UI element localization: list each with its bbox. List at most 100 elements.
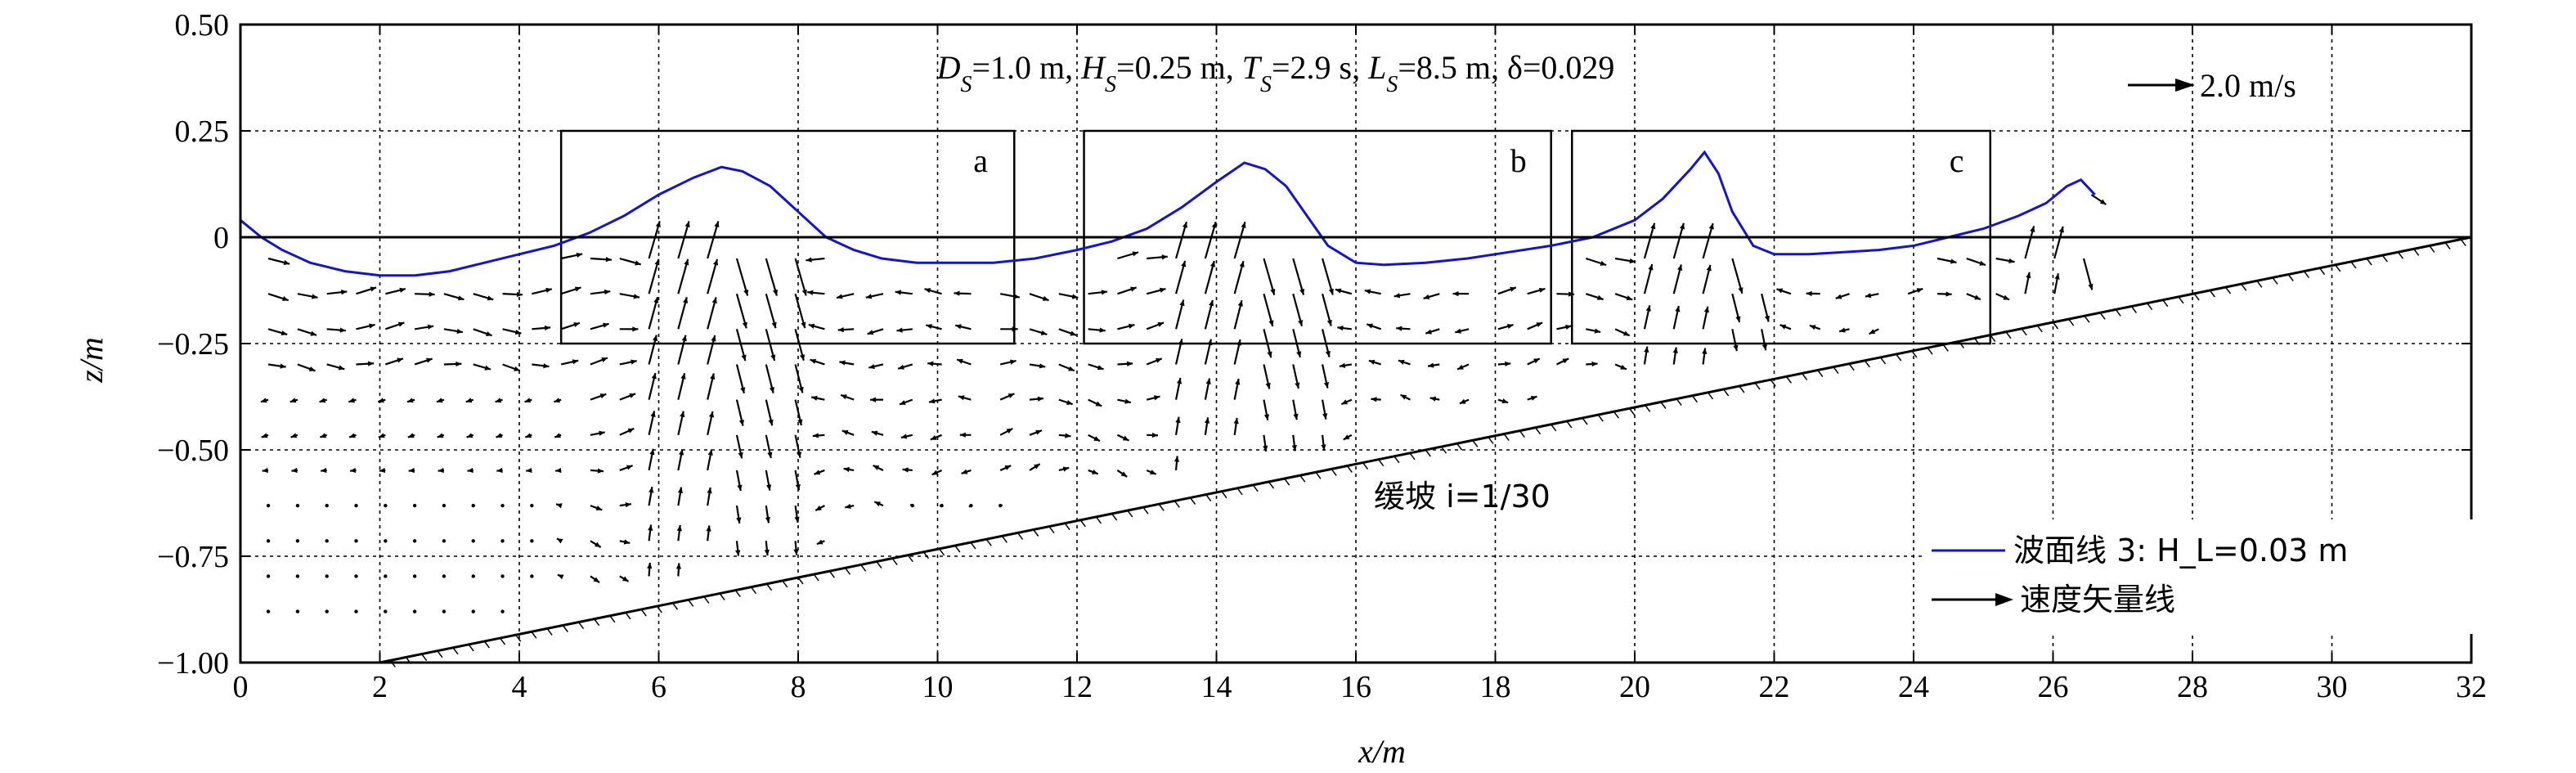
velocity-arrowhead bbox=[1295, 382, 1300, 389]
velocity-arrowhead bbox=[955, 324, 962, 330]
velocity-arrowhead bbox=[1629, 258, 1636, 264]
velocity-arrowhead bbox=[1423, 294, 1430, 299]
x-axis-title: x/m bbox=[1358, 733, 1406, 770]
velocity-arrowhead bbox=[282, 295, 289, 301]
y-axis-title: z/m bbox=[73, 337, 110, 384]
slope-hatch bbox=[1896, 353, 1902, 362]
slope-hatch bbox=[1707, 392, 1714, 400]
x-tick-label: 6 bbox=[651, 670, 666, 704]
velocity-arrowhead bbox=[1179, 299, 1185, 307]
velocity-arrowhead bbox=[1622, 330, 1630, 336]
slope-hatch bbox=[499, 637, 506, 645]
velocity-arrowhead bbox=[378, 398, 384, 403]
velocity-arrowhead bbox=[738, 452, 743, 459]
velocity-arrowhead bbox=[1130, 286, 1137, 292]
velocity-arrowhead bbox=[1341, 399, 1348, 405]
velocity-arrowhead bbox=[320, 433, 326, 438]
velocity-arrowhead bbox=[1708, 223, 1714, 230]
velocity-arrowhead bbox=[1010, 359, 1016, 365]
velocity-arrowhead bbox=[573, 322, 580, 328]
velocity-arrowhead bbox=[1099, 327, 1106, 333]
velocity-arrowhead bbox=[260, 398, 267, 403]
velocity-arrowhead bbox=[1293, 413, 1299, 420]
velocity-arrowhead bbox=[554, 398, 560, 403]
slope-hatch bbox=[2130, 306, 2138, 313]
velocity-arrowhead bbox=[1291, 444, 1297, 452]
velocity-dot bbox=[471, 503, 475, 508]
velocity-arrowhead bbox=[595, 542, 601, 548]
velocity-arrowhead bbox=[632, 326, 639, 332]
slope-hatch bbox=[594, 618, 600, 627]
velocity-arrowhead bbox=[484, 365, 491, 371]
velocity-arrowhead bbox=[1040, 330, 1048, 335]
velocity-arrowhead bbox=[655, 221, 661, 227]
slope-hatch bbox=[546, 627, 553, 636]
velocity-arrowhead bbox=[1034, 464, 1040, 470]
slope-hatch bbox=[656, 605, 662, 613]
slope-hatch bbox=[1205, 494, 1212, 502]
slope-hatch bbox=[2068, 318, 2075, 326]
velocity-arrowhead bbox=[811, 395, 818, 401]
velocity-arrowhead bbox=[1126, 361, 1133, 366]
velocity-arrowhead bbox=[557, 574, 564, 580]
velocity-arrowhead bbox=[436, 398, 443, 403]
velocity-arrowhead bbox=[525, 433, 532, 438]
velocity-dot bbox=[266, 503, 271, 508]
velocity-arrowhead bbox=[1429, 396, 1437, 402]
slope-hatch bbox=[782, 580, 788, 588]
velocity-arrowhead bbox=[1702, 348, 1708, 354]
velocity-arrowhead bbox=[1776, 288, 1784, 294]
slope-hatch bbox=[1331, 468, 1337, 476]
slope-boundary bbox=[379, 236, 2472, 667]
y-tick-label: −1.00 bbox=[157, 646, 229, 681]
velocity-arrowhead bbox=[1645, 305, 1651, 312]
slope-hatch bbox=[609, 615, 616, 623]
velocity-arrowhead bbox=[2088, 283, 2094, 290]
velocity-arrowhead bbox=[1869, 329, 1876, 335]
velocity-arrow bbox=[1702, 222, 1714, 259]
velocity-arrowhead bbox=[1157, 321, 1165, 327]
velocity-arrowhead bbox=[1037, 396, 1044, 402]
velocity-arrowhead bbox=[649, 448, 655, 456]
velocity-arrowhead bbox=[958, 395, 965, 401]
slope-hatch bbox=[1488, 436, 1494, 444]
legend-background bbox=[1926, 519, 2474, 634]
slope-hatch bbox=[1001, 535, 1008, 543]
velocity-arrowhead bbox=[593, 577, 600, 583]
velocity-arrowhead bbox=[1181, 260, 1187, 267]
slope-hatch bbox=[452, 647, 459, 655]
x-tick-label: 18 bbox=[1480, 670, 1511, 704]
velocity-arrowhead bbox=[2026, 272, 2031, 279]
velocity-arrow bbox=[1643, 222, 1656, 259]
velocity-arrowhead bbox=[456, 328, 463, 335]
velocity-arrowhead bbox=[626, 465, 633, 470]
slope-label: 缓坡 i=1/30 bbox=[1374, 479, 1551, 515]
velocity-arrowhead bbox=[874, 501, 881, 507]
velocity-arrowhead bbox=[839, 360, 846, 366]
slope-hatch bbox=[2209, 290, 2215, 298]
velocity-arrowhead bbox=[816, 539, 824, 545]
velocity-arrowhead bbox=[574, 286, 581, 292]
velocity-arrowhead bbox=[1093, 436, 1100, 442]
velocity-dot bbox=[325, 539, 329, 543]
velocity-arrowhead bbox=[924, 288, 931, 294]
velocity-dot bbox=[999, 503, 1003, 508]
x-tick-label: 20 bbox=[1619, 670, 1650, 704]
y-tick-label: 0.25 bbox=[175, 115, 230, 149]
velocity-arrowhead bbox=[711, 335, 716, 342]
slope-hatch bbox=[828, 570, 835, 578]
velocity-arrowhead bbox=[2003, 294, 2010, 300]
slope-hatch bbox=[2099, 312, 2106, 320]
slope-hatch bbox=[2350, 261, 2357, 269]
velocity-arrowhead bbox=[767, 452, 773, 459]
slope-hatch bbox=[577, 622, 585, 630]
x-axis-ticks: 0 2 4 6 8 10 12 14 16 18 20 22 24 26 28 30 32 bbox=[233, 25, 2487, 704]
slope-hatch bbox=[2460, 239, 2466, 247]
velocity-arrowhead bbox=[349, 433, 356, 438]
velocity-arrowhead bbox=[2030, 226, 2035, 232]
velocity-arrowhead bbox=[280, 330, 288, 336]
velocity-arrowhead bbox=[1337, 325, 1344, 331]
velocity-arrow bbox=[1263, 258, 1276, 295]
velocity-arrowhead bbox=[556, 503, 563, 509]
velocity-arrowhead bbox=[1161, 254, 1168, 260]
